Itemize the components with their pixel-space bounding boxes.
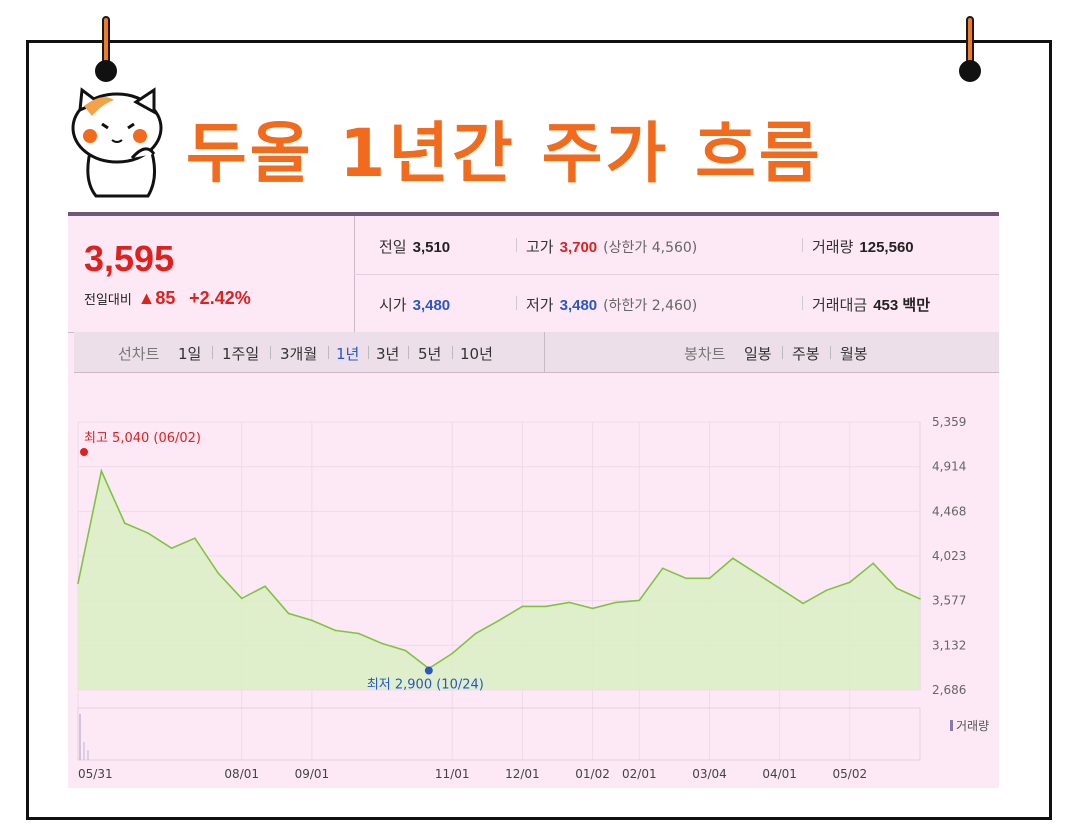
x-tick-label: 05/31: [78, 767, 113, 781]
pin-icon: [93, 16, 119, 88]
high-label: 최고 5,040 (06/02): [84, 431, 201, 446]
price-point: [638, 599, 641, 602]
tab-3year[interactable]: 3년: [376, 345, 400, 363]
price-point: [544, 605, 547, 608]
price-point: [194, 537, 196, 540]
price-point: [334, 629, 337, 632]
price-point: [708, 577, 711, 580]
line-chart-label: 선차트: [118, 345, 160, 363]
x-tick-label: 03/04: [692, 767, 727, 781]
price-point: [498, 619, 500, 622]
tab-daily[interactable]: 일봉: [744, 345, 772, 363]
stock-panel: 3,595 전일대비 ▲85 +2.42% 전일 3,510 고가 3,700 (상한…: [68, 212, 999, 788]
volume-area: [77, 707, 921, 761]
trade-amount: 거래대금 453 백만: [812, 296, 930, 314]
price-point: [474, 632, 477, 635]
price-point: [451, 652, 454, 655]
tab-1week[interactable]: 1주일: [222, 345, 260, 363]
pin-icon: [957, 16, 983, 88]
up-triangle-icon: ▲: [137, 288, 156, 308]
price-point: [147, 532, 149, 534]
tab-monthly[interactable]: 월봉: [840, 345, 868, 363]
price-point: [123, 522, 126, 524]
price-point: [732, 557, 734, 560]
price-point: [100, 470, 103, 472]
tab-1day[interactable]: 1일: [178, 345, 202, 363]
x-tick-label: 01/02: [575, 767, 610, 781]
high-marker: [80, 448, 88, 456]
price-point: [240, 597, 243, 600]
change-percent: +2.42%: [189, 288, 251, 308]
price-point: [217, 572, 220, 575]
y-tick-label: 4,914: [932, 460, 966, 474]
change-label: 전일대비: [84, 293, 132, 308]
price-point: [685, 577, 687, 580]
price-point: [311, 619, 313, 622]
price-point: [919, 598, 921, 600]
change-line: 전일대비 ▲85 +2.42%: [84, 288, 251, 309]
x-tick-label: 08/01: [224, 767, 259, 781]
tab-10year[interactable]: 10년: [460, 345, 493, 363]
change-value: 85: [155, 288, 176, 308]
x-tick-label: 12/01: [505, 767, 540, 781]
price-point: [778, 587, 781, 590]
x-tick-label: 04/01: [762, 767, 797, 781]
open-price: 시가 3,480: [379, 296, 451, 314]
high-price: 고가 3,700 (상한가 4,560): [526, 238, 698, 256]
y-tick-label: 5,359: [932, 415, 966, 429]
price-point: [755, 572, 758, 575]
quote-summary: 3,595 전일대비 ▲85 +2.42% 전일 3,510 고가 3,700 (상한…: [68, 216, 999, 333]
price-point: [615, 601, 617, 604]
low-price: 저가 3,480 (하한가 2,460): [526, 296, 698, 314]
y-tick-label: 2,686: [932, 683, 966, 697]
x-tick-label: 02/01: [622, 767, 657, 781]
tab-3month[interactable]: 3개월: [280, 345, 318, 363]
price-point: [895, 587, 898, 590]
x-tick-label: 05/02: [833, 767, 868, 781]
price-area: [78, 471, 920, 690]
price-point: [77, 582, 79, 585]
tab-weekly[interactable]: 주봉: [792, 345, 820, 363]
price-point: [287, 612, 290, 615]
price-point: [170, 547, 173, 550]
price-point: [568, 601, 570, 604]
price-point: [825, 589, 828, 592]
price-point: [591, 607, 594, 610]
low-label: 최저 2,900 (10/24): [367, 678, 484, 693]
y-tick-label: 4,468: [932, 504, 966, 518]
volume-legend-swatch: [950, 720, 953, 731]
y-tick-label: 4,023: [932, 549, 966, 563]
volume: 거래량 125,560: [812, 238, 914, 256]
price-point: [872, 562, 875, 565]
cat-mascot-icon: [71, 87, 163, 198]
current-price: 3,595: [84, 238, 175, 279]
low-marker: [424, 666, 433, 675]
price-point: [802, 602, 804, 605]
prev-close: 전일 3,510: [379, 238, 451, 256]
tab-1year[interactable]: 1년: [336, 345, 360, 363]
price-point: [264, 585, 266, 588]
price-point: [381, 642, 383, 645]
price-point: [661, 567, 664, 570]
y-tick-label: 3,132: [932, 638, 966, 652]
x-tick-label: 09/01: [295, 767, 330, 781]
page-title: 두올 1년간 주가 흐름: [186, 115, 823, 192]
chart-tabs: 선차트 1일 1주일 3개월 1년 3년 5년 10년 봉차트 일봉 주봉 월봉: [74, 332, 999, 373]
price-point: [849, 581, 851, 584]
x-tick-label: 11/01: [435, 767, 470, 781]
y-tick-label: 3,577: [932, 594, 966, 608]
price-chart: 5,359 4,914 4,468 4,023 3,577 3,132 2,686 05/3…: [77, 415, 989, 781]
price-point: [521, 605, 524, 608]
candle-chart-label: 봉차트: [684, 345, 726, 363]
price-point: [404, 649, 407, 652]
volume-legend-label: 거래량: [956, 719, 989, 733]
tab-5year[interactable]: 5년: [418, 345, 442, 363]
price-point: [357, 632, 360, 635]
